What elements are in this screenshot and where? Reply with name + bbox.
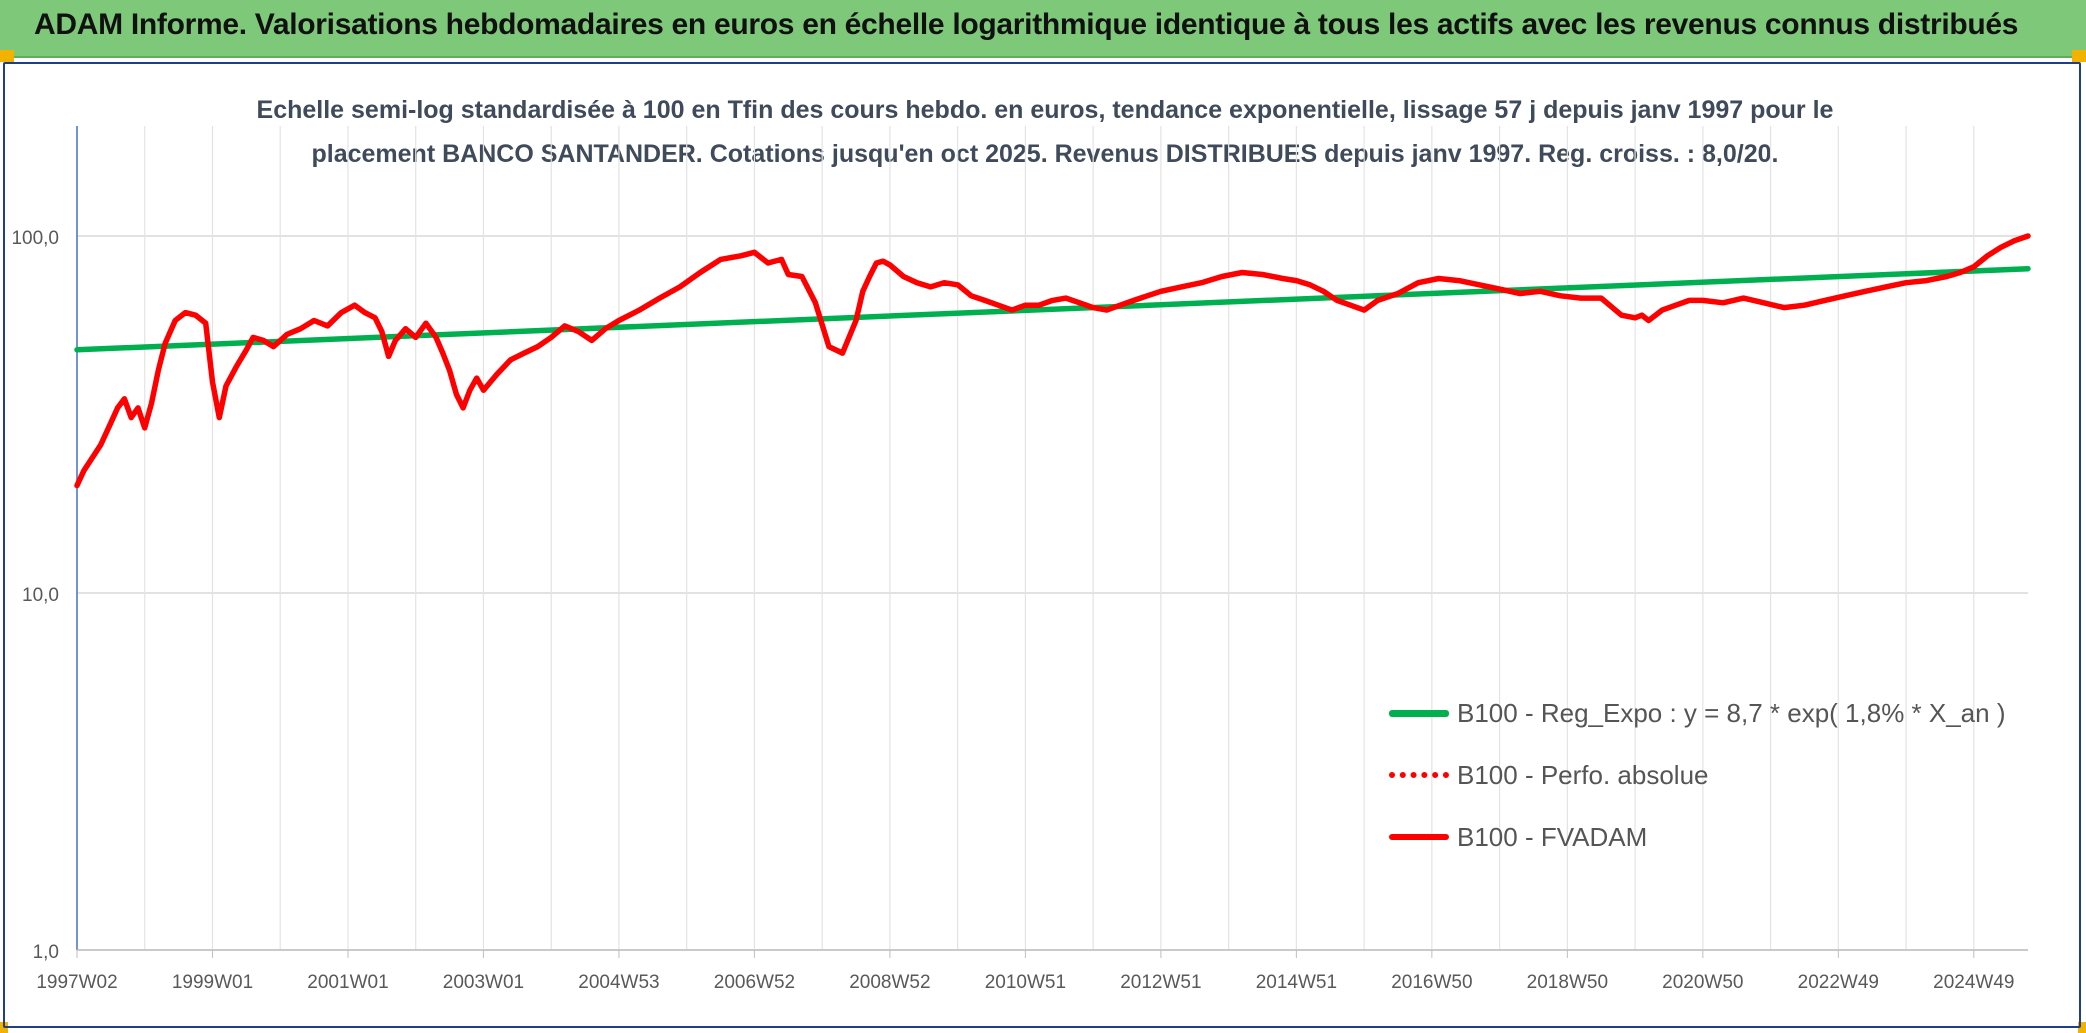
x-tick-label: 2003W01	[443, 972, 524, 993]
series-fvadam-line	[74, 233, 2031, 489]
chart-title: Echelle semi-log standardisée à 100 en T…	[256, 96, 1834, 168]
x-tick-label: 2012W51	[1120, 972, 1201, 993]
y-tick-label: 100,0	[11, 228, 59, 249]
y-tick-label: 10,0	[22, 585, 59, 606]
x-tick-label: 2006W52	[714, 972, 795, 993]
x-tick-label: 2001W01	[307, 972, 388, 993]
series-regression-line	[74, 265, 2031, 353]
x-tick-label: 2004W53	[578, 972, 659, 993]
x-tick-label: 1999W01	[172, 972, 253, 993]
corner-marker-bottom-right	[2078, 1022, 2086, 1033]
corner-marker-top-right	[2072, 50, 2086, 62]
axes	[76, 126, 2028, 958]
series-lines	[74, 233, 2031, 489]
legend: B100 - Reg_Expo : y = 8,7 * exp( 1,8% * …	[1385, 682, 2006, 868]
x-tick-label: 2024W49	[1933, 972, 2014, 993]
x-tick-label: 2008W52	[849, 972, 930, 993]
x-tick-label: 2022W49	[1798, 972, 1879, 993]
legend-label-fvadam: B100 - FVADAM	[1457, 821, 1648, 852]
x-tick-label: 2016W50	[1391, 972, 1472, 993]
corner-marker-top-left	[0, 50, 14, 62]
banner-title: ADAM Informe. Valorisations hebdomadaire…	[34, 8, 2019, 41]
x-tick-label: 2020W50	[1662, 972, 1743, 993]
legend-swatch-fvadam	[1385, 827, 1453, 847]
legend-label-perfo-absolue: B100 - Perfo. absolue	[1457, 759, 1709, 790]
x-tick-label: 2010W51	[985, 972, 1066, 993]
x-tick-label: 2018W50	[1527, 972, 1608, 993]
x-tick-label: 1997W02	[36, 972, 117, 993]
x-tick-label: 2014W51	[1256, 972, 1337, 993]
y-tick-label: 1,0	[33, 942, 59, 963]
legend-item-regression: B100 - Reg_Expo : y = 8,7 * exp( 1,8% * …	[1385, 682, 2006, 744]
legend-item-perfo-absolue: B100 - Perfo. absolue	[1385, 744, 2006, 806]
report-banner: ADAM Informe. Valorisations hebdomadaire…	[0, 0, 2086, 58]
legend-swatch-regression	[1385, 703, 1453, 723]
legend-item-fvadam: B100 - FVADAM	[1385, 806, 2006, 868]
chart-frame	[3, 62, 2081, 1028]
tick-labels: 1,0 10,0 100,0 1997W02 1999W01 2001W01 2003W01…	[11, 228, 2014, 993]
legend-label-regression: B100 - Reg_Expo : y = 8,7 * exp( 1,8% * …	[1457, 697, 2006, 728]
legend-swatch-perfo-absolue	[1385, 765, 1453, 785]
